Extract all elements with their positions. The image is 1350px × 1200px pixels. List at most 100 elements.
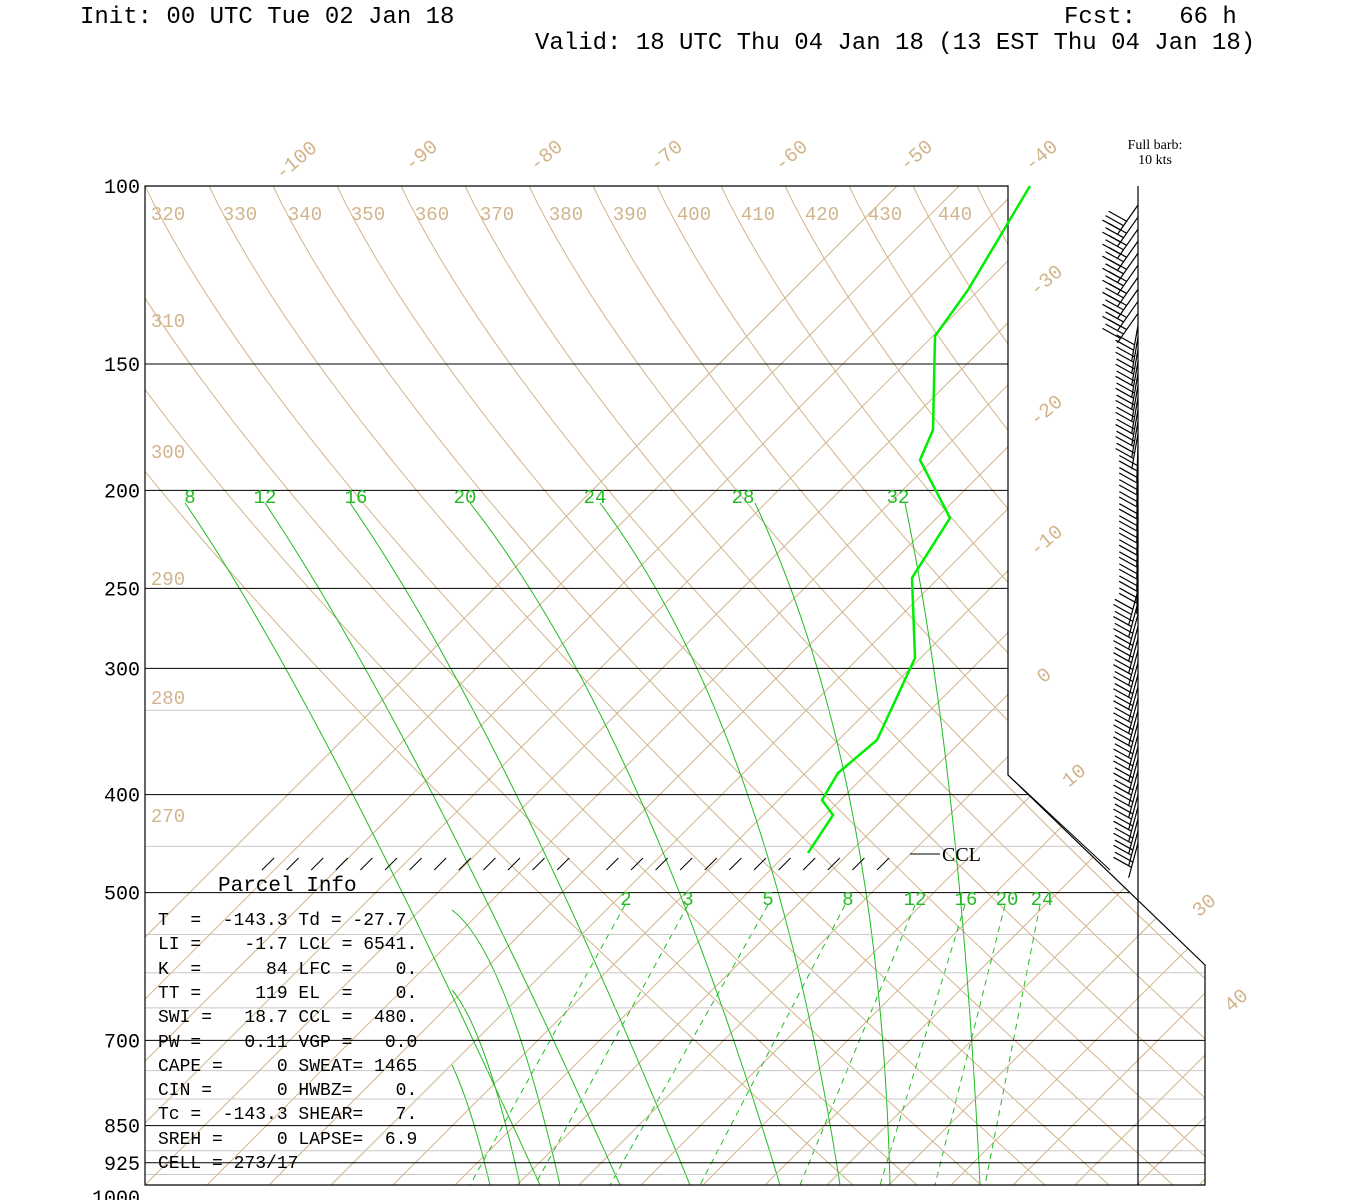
wind-barb-flag	[1113, 796, 1132, 808]
wind-barb-flag	[1118, 508, 1138, 520]
boundary-hatch	[606, 857, 619, 871]
wind-barb-flag	[1119, 467, 1138, 479]
isotherm	[145, 186, 1022, 1185]
isotherm-label: 0	[1033, 664, 1057, 689]
wind-barb-flag	[1114, 707, 1134, 719]
wind-barb-staff	[1128, 626, 1139, 662]
theta-label: 420	[805, 204, 839, 226]
valid-time: Valid: 18 UTC Thu 04 Jan 18 (13 EST Thu …	[535, 30, 1256, 57]
isotherm-label: -50	[896, 136, 938, 177]
parcel-info-row: CELL = 273/17	[158, 1154, 299, 1174]
parcel-info-row: CIN = 0 HWBZ= 0.	[158, 1081, 418, 1102]
parcel-info-row: PW = 0.11 VGP = 0.0	[158, 1032, 418, 1053]
wind-barb-flag	[1114, 719, 1134, 731]
wind-barb-flag	[1105, 215, 1124, 227]
mixing-ratio-label: 20	[996, 889, 1019, 911]
isotherm-label: 30	[1189, 890, 1222, 923]
wind-barb-staff	[1128, 794, 1139, 830]
wind-barb-flag	[1116, 370, 1135, 382]
wind-barb-flag	[1119, 587, 1138, 599]
boundary-hatch	[532, 857, 545, 871]
wind-barb-staff	[1128, 638, 1139, 674]
saturated-adiabat	[904, 502, 981, 1185]
dry-adiabat	[784, 186, 1205, 1185]
wind-barb-flag	[1108, 282, 1127, 294]
dry-adiabat	[464, 186, 1205, 1185]
wind-barb-staff	[1128, 710, 1139, 746]
isotherm-label: -70	[646, 136, 688, 177]
isotherm-label: -100	[271, 137, 323, 185]
boundary-hatch	[729, 857, 742, 871]
saturated-adiabat-label: 28	[732, 487, 755, 509]
wind-barb-flag	[1114, 779, 1134, 791]
isotherm	[454, 186, 1205, 1185]
wind-barb-flag	[1113, 760, 1132, 772]
wind-barb-staff	[1128, 806, 1139, 842]
frame-step	[1007, 774, 1111, 871]
wind-barb-staff	[1128, 734, 1139, 770]
isotherm-label: -80	[526, 136, 568, 177]
wind-barb-flag	[1114, 671, 1134, 683]
wind-barb-staff	[1131, 337, 1139, 373]
saturated-adiabat-label: 16	[345, 487, 368, 509]
isotherm	[1198, 186, 1205, 1185]
wind-barb-flag	[1118, 580, 1138, 592]
isotherm-label: 40	[1221, 985, 1254, 1018]
saturated-adiabat-label: 32	[887, 487, 910, 509]
parcel-info-row: T = -143.3 Td = -27.7	[158, 911, 407, 931]
boundary-hatch	[630, 857, 644, 871]
wind-barb-flag	[1115, 387, 1134, 399]
isotherm	[1261, 186, 1350, 1185]
wind-barb-flag	[1108, 210, 1127, 222]
wind-barb-flag	[1119, 527, 1138, 539]
wind-barb-flag	[1113, 784, 1132, 796]
theta-label: 330	[223, 204, 257, 226]
mixing-ratio-line	[984, 904, 1041, 1185]
wind-barb-flag	[1114, 646, 1134, 658]
isotherm-label: -90	[401, 136, 443, 177]
wind-barb-flag	[1113, 700, 1132, 712]
wind-barb-staff	[1128, 614, 1139, 650]
boundary-hatch	[310, 857, 324, 871]
wind-barb-flag	[1119, 515, 1138, 527]
boundary-hatch	[384, 857, 398, 871]
wind-barb-flag	[1115, 411, 1134, 423]
wind-barb-flag	[1113, 844, 1132, 856]
wind-barb-staff	[1128, 602, 1139, 638]
dry-adiabat	[336, 186, 1205, 1185]
wind-barb-staff	[1131, 409, 1139, 446]
isotherm	[1012, 186, 1205, 1185]
dry-adiabat	[208, 186, 1110, 1185]
isotherm-label: -60	[771, 136, 813, 177]
pressure-tick-label: 850	[104, 1117, 140, 1140]
theta-label: 340	[288, 204, 322, 226]
theta-label: 430	[868, 204, 902, 226]
wind-barb-staff	[1128, 674, 1139, 710]
saturated-adiabat	[264, 502, 621, 1185]
dry-adiabat	[145, 186, 982, 1185]
wind-barb-flag	[1118, 460, 1138, 472]
wind-barb-staff	[1128, 758, 1139, 794]
wind-barb-flag	[1114, 755, 1134, 767]
theta-label: 280	[151, 688, 185, 710]
pressure-tick-label: 200	[104, 481, 140, 504]
boundary-hatch	[778, 857, 791, 871]
boundary-hatch	[679, 857, 693, 871]
wind-barb-flag	[1115, 399, 1134, 411]
wind-barb-flag	[1102, 327, 1121, 339]
wind-barb-flag	[1108, 294, 1127, 307]
pressure-tick-label: 250	[104, 579, 140, 602]
boundary-hatch	[286, 857, 299, 871]
boundary-hatch	[655, 857, 668, 871]
wind-barb-flag	[1114, 634, 1134, 646]
wind-barb-flag	[1113, 748, 1132, 760]
wind-barb-flag	[1113, 736, 1132, 748]
wind-barb-staff	[1131, 361, 1139, 398]
wind-barb-flag	[1114, 803, 1134, 815]
wind-barb-flag	[1116, 406, 1135, 418]
mixing-ratio-label: 2	[620, 889, 631, 911]
wind-barb-flag	[1118, 484, 1138, 496]
wind-barb-flag	[1113, 688, 1132, 700]
isotherm	[392, 186, 1205, 1185]
